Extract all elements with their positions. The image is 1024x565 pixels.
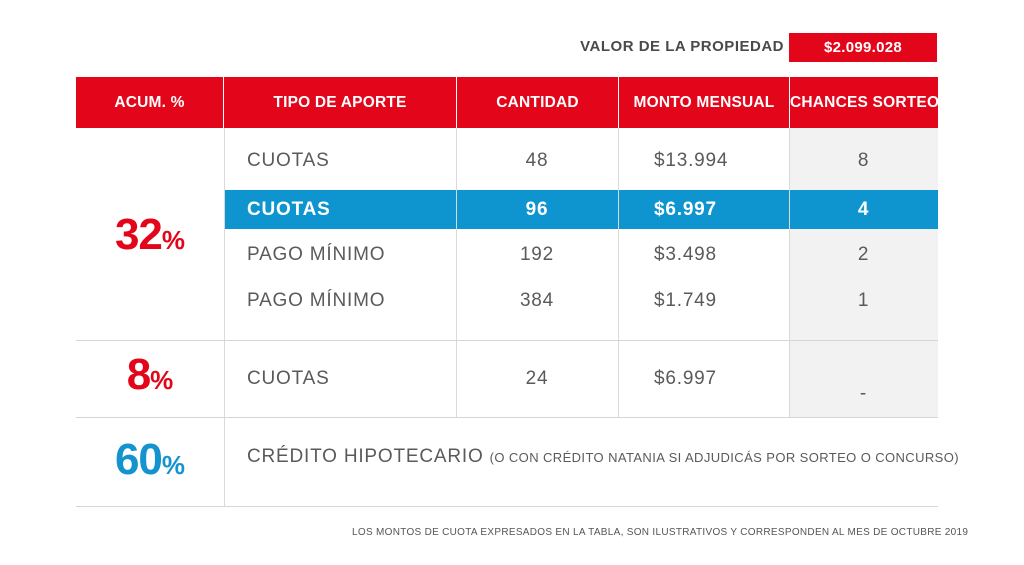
row-tipo: CUOTAS xyxy=(247,368,330,389)
row-monto: $6.997 xyxy=(654,368,717,389)
header-acum: ACUM. % xyxy=(114,94,185,111)
row-tipo: PAGO MÍNIMO xyxy=(247,290,386,311)
row-tipo: PAGO MÍNIMO xyxy=(247,244,386,265)
percentage-value: 32 xyxy=(114,210,163,259)
row-chances: 1 xyxy=(857,290,870,311)
group-divider xyxy=(76,340,938,341)
chances-column-background xyxy=(789,128,938,417)
row-chances: 4 xyxy=(857,199,870,220)
header-divider xyxy=(618,77,619,128)
header-chances-sorteo: CHANCES SORTEO xyxy=(790,94,940,111)
row-cantidad: 192 xyxy=(519,244,555,265)
footnote: LOS MONTOS DE CUOTA EXPRESADOS EN LA TAB… xyxy=(352,527,969,538)
row-tipo: CUOTAS xyxy=(247,199,331,220)
credit-note: (O CON CRÉDITO NATANIA SI ADJUDICÁS POR … xyxy=(489,450,959,465)
header-monto-mensual: MONTO MENSUAL xyxy=(633,94,775,111)
acum-percentage-60: 60% xyxy=(76,435,224,485)
column-divider xyxy=(224,128,225,506)
percentage-sign: % xyxy=(161,225,186,255)
row-cantidad: 96 xyxy=(525,199,549,220)
table-bottom-border xyxy=(76,506,938,507)
table-header: ACUM. % TIPO DE APORTE CANTIDAD MONTO ME… xyxy=(76,77,940,128)
row-chances: 8 xyxy=(857,150,870,171)
acum-percentage-8: 8% xyxy=(76,350,224,400)
column-divider xyxy=(789,128,790,417)
row-chances: - xyxy=(859,383,868,404)
header-divider xyxy=(456,77,457,128)
percentage-sign: % xyxy=(150,365,174,395)
header-divider xyxy=(789,77,790,128)
row-monto: $1.749 xyxy=(654,290,717,311)
group-divider xyxy=(76,417,938,418)
column-divider xyxy=(456,128,457,417)
header-cantidad: CANTIDAD xyxy=(496,94,579,111)
row-monto: $3.498 xyxy=(654,244,717,265)
column-divider xyxy=(618,128,619,417)
row-cantidad: 48 xyxy=(525,150,549,171)
property-value-label: VALOR DE LA PROPIEDAD xyxy=(580,38,784,55)
property-value: $2.099.028 xyxy=(789,33,937,62)
row-cantidad: 384 xyxy=(519,290,555,311)
row-chances: 2 xyxy=(857,244,870,265)
credit-main-label: CRÉDITO HIPOTECARIO xyxy=(247,446,484,467)
percentage-value: 60 xyxy=(114,435,163,484)
percentage-sign: % xyxy=(161,450,186,480)
row-cantidad: 24 xyxy=(525,368,549,389)
highlighted-row xyxy=(224,190,938,229)
acum-percentage-32: 32% xyxy=(76,210,224,260)
row-monto: $6.997 xyxy=(654,199,717,220)
row-monto: $13.994 xyxy=(654,150,729,171)
percentage-value: 8 xyxy=(126,350,152,399)
credit-description: CRÉDITO HIPOTECARIO (O CON CRÉDITO NATAN… xyxy=(247,446,959,468)
header-tipo-aporte: TIPO DE APORTE xyxy=(273,94,407,111)
row-tipo: CUOTAS xyxy=(247,150,330,171)
header-divider xyxy=(223,77,224,128)
